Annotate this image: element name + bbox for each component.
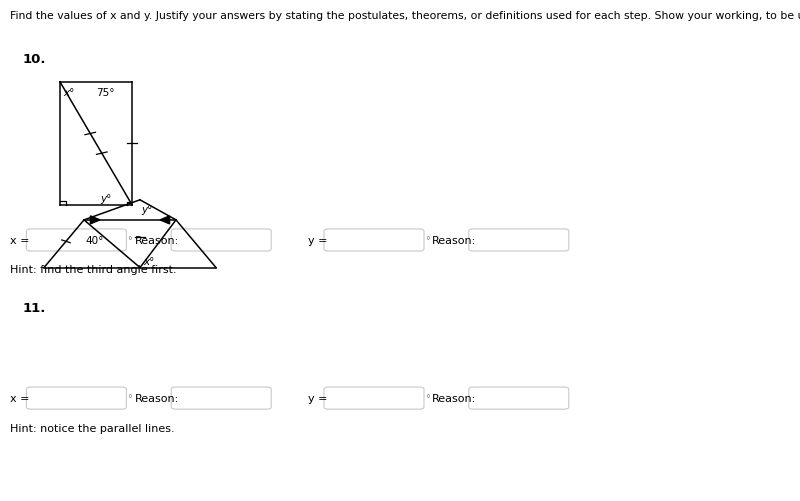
Polygon shape	[90, 216, 100, 224]
Text: y =: y =	[308, 235, 327, 245]
Text: y =: y =	[308, 393, 327, 403]
Text: Reason:: Reason:	[134, 235, 178, 245]
Text: x°: x°	[143, 257, 154, 267]
Text: Reason:: Reason:	[432, 235, 476, 245]
FancyBboxPatch shape	[26, 387, 126, 409]
Polygon shape	[160, 216, 170, 224]
FancyBboxPatch shape	[26, 229, 126, 252]
FancyBboxPatch shape	[469, 229, 569, 252]
FancyBboxPatch shape	[171, 387, 271, 409]
Text: °: °	[127, 393, 132, 403]
Text: Reason:: Reason:	[432, 393, 476, 403]
Text: °: °	[425, 235, 430, 245]
FancyBboxPatch shape	[324, 229, 424, 252]
Text: 10.: 10.	[22, 53, 46, 66]
Text: y°: y°	[142, 204, 153, 214]
Text: 40°: 40°	[86, 235, 104, 245]
Text: Hint: notice the parallel lines.: Hint: notice the parallel lines.	[10, 423, 175, 433]
FancyBboxPatch shape	[469, 387, 569, 409]
Text: x =: x =	[10, 235, 30, 245]
Text: Reason:: Reason:	[134, 393, 178, 403]
Text: x°: x°	[63, 88, 74, 98]
Text: 75°: 75°	[96, 88, 114, 98]
Text: °: °	[425, 393, 430, 403]
Text: y°: y°	[100, 193, 111, 203]
Text: Hint: find the third angle first.: Hint: find the third angle first.	[10, 265, 177, 275]
Text: Find the values of x and y. Justify your answers by stating the postulates, theo: Find the values of x and y. Justify your…	[10, 11, 800, 21]
Text: °: °	[127, 235, 132, 245]
FancyBboxPatch shape	[324, 387, 424, 409]
FancyBboxPatch shape	[171, 229, 271, 252]
Text: 11.: 11.	[22, 302, 46, 315]
Text: x =: x =	[10, 393, 30, 403]
